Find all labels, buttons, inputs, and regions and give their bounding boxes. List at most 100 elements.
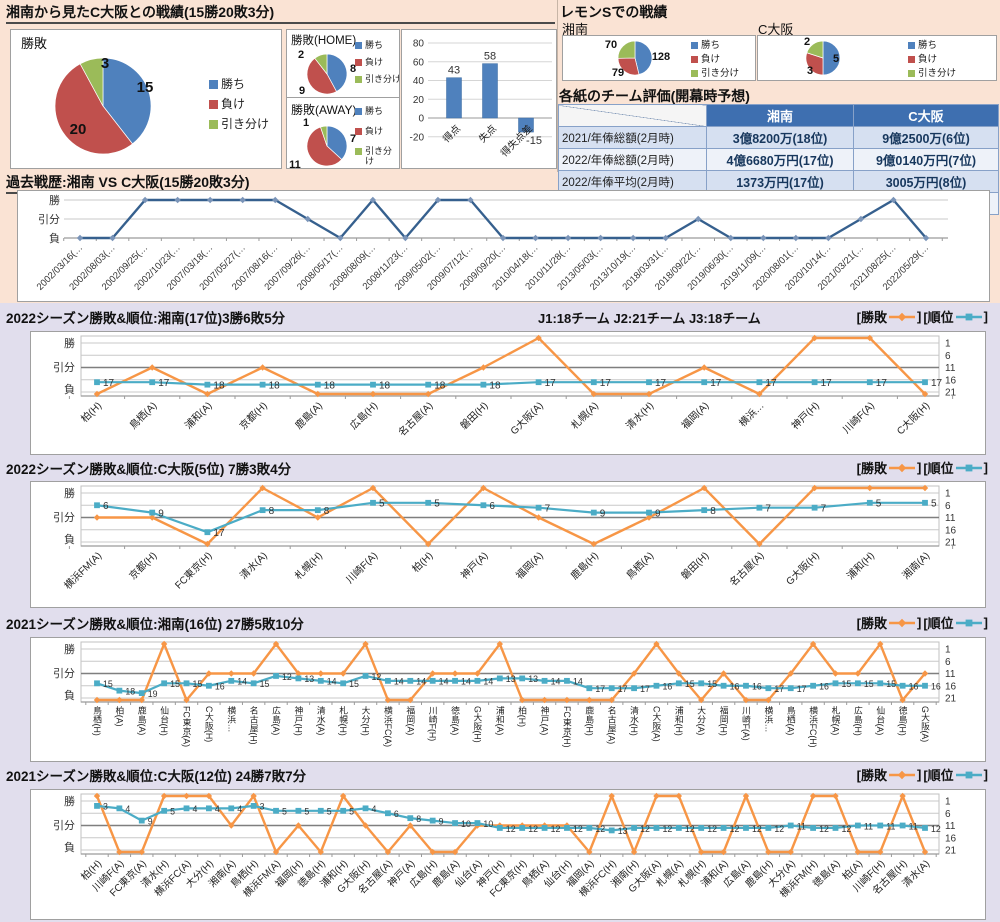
svg-text:清水(A): 清水(A) xyxy=(237,549,270,582)
legend-label: [勝敗 xyxy=(856,310,887,325)
svg-text:15: 15 xyxy=(260,679,270,689)
svg-text:横浜…: 横浜… xyxy=(763,705,773,733)
svg-text:札幌(H): 札幌(H) xyxy=(338,705,348,736)
svg-text:12: 12 xyxy=(707,824,717,834)
svg-text:福岡(A): 福岡(A) xyxy=(679,399,712,432)
svg-text:G大阪(A): G大阪(A) xyxy=(920,706,930,742)
season-2021-shonan-title: 2021シーズン勝敗&順位:湘南(16位) 27勝5敗10分 xyxy=(6,617,304,632)
legend-label: [順位 xyxy=(923,768,954,783)
history-line-chart: 勝引分負2002/03/16(…2002/08/03(…2002/09/25(…… xyxy=(35,193,948,293)
svg-text:札幌(A): 札幌(A) xyxy=(568,399,601,432)
svg-text:18: 18 xyxy=(125,686,135,696)
lemon-team-shonan-label: 湘南 xyxy=(562,22,589,37)
svg-text:17: 17 xyxy=(710,378,722,389)
svg-text:失点: 失点 xyxy=(476,122,499,145)
svg-text:負: 負 xyxy=(49,232,60,245)
svg-text:神戸(A): 神戸(A) xyxy=(458,549,491,582)
svg-text:17: 17 xyxy=(213,528,225,539)
svg-text:11: 11 xyxy=(945,669,956,680)
svg-text:8: 8 xyxy=(324,506,330,517)
svg-text:け: け xyxy=(365,156,374,166)
svg-text:12: 12 xyxy=(774,824,784,834)
svg-text:徳島(H): 徳島(H) xyxy=(898,705,908,736)
svg-text:鳥栖(A): 鳥栖(A) xyxy=(623,549,656,582)
svg-text:8: 8 xyxy=(416,814,421,824)
table-row-header: 2022/年俸平均(2月時) xyxy=(558,170,707,193)
svg-text:14: 14 xyxy=(573,677,583,687)
svg-text:17: 17 xyxy=(600,378,612,389)
svg-text:浦和(H): 浦和(H) xyxy=(674,705,684,736)
svg-text:4: 4 xyxy=(193,804,198,814)
svg-text:5: 5 xyxy=(170,807,175,817)
result-legend-marker-icon xyxy=(888,618,915,627)
svg-text:14: 14 xyxy=(551,677,561,687)
svg-text:名古屋(A): 名古屋(A) xyxy=(727,549,767,589)
svg-text:札幌(H): 札幌(H) xyxy=(292,549,325,582)
svg-text:C大阪(H): C大阪(H) xyxy=(204,706,214,742)
svg-text:11: 11 xyxy=(864,821,873,831)
svg-text:16: 16 xyxy=(662,682,672,692)
svg-text:勝: 勝 xyxy=(64,642,75,656)
league-size-note: J1:18チーム J2:21チーム J3:18チーム xyxy=(538,311,761,326)
svg-text:3: 3 xyxy=(101,55,109,72)
svg-text:磐田(H): 磐田(H) xyxy=(678,549,711,582)
svg-text:京都(H): 京都(H) xyxy=(237,399,270,432)
svg-text:浦和(A): 浦和(A) xyxy=(182,399,215,432)
season-2022-cosaka-panel: 勝引分負 1 6 11 16 21 6 9 17 8 8 5 5 6 7 9 9 8 7 7 5 5 横浜FM(A) 京都(H… xyxy=(30,481,986,608)
overall-result-pie-panel: 勝敗 15 20 3 勝ち 負け 引き分け xyxy=(10,29,282,169)
legend-bracket: ] xyxy=(916,460,922,475)
svg-text:仙台(H): 仙台(H) xyxy=(159,705,169,736)
svg-text:広島(A): 広島(A) xyxy=(271,705,281,736)
legend-bracket: ] xyxy=(916,767,922,782)
svg-text:鹿島(A): 鹿島(A) xyxy=(292,399,325,432)
svg-text:引分: 引分 xyxy=(53,360,75,374)
svg-text:12: 12 xyxy=(662,824,672,834)
svg-text:17: 17 xyxy=(765,378,777,389)
svg-text:2: 2 xyxy=(804,36,810,48)
svg-text:京都(H): 京都(H) xyxy=(126,549,159,582)
svg-text:5: 5 xyxy=(379,499,385,510)
svg-text:11: 11 xyxy=(909,821,918,831)
season-2021-cosaka-title: 2021シーズン勝敗&順位:C大阪(12位) 24勝7敗7分 xyxy=(6,769,307,784)
svg-text:G大阪(H): G大阪(H) xyxy=(472,706,482,743)
svg-text:18: 18 xyxy=(213,380,225,391)
svg-text:広島(H): 広島(H) xyxy=(853,705,863,736)
svg-text:勝敗(AWAY): 勝敗(AWAY) xyxy=(291,102,357,117)
svg-text:14: 14 xyxy=(237,677,247,687)
svg-text:12: 12 xyxy=(528,824,538,834)
svg-text:17: 17 xyxy=(774,684,784,694)
away-result-pie-panel: 勝敗(AWAY) 7 11 1 勝ち 負け 引き分け xyxy=(286,97,400,169)
svg-text:14: 14 xyxy=(394,677,404,687)
legend-label: [順位 xyxy=(923,616,954,631)
svg-text:鹿島(H): 鹿島(H) xyxy=(584,705,594,736)
svg-text:鹿島(H): 鹿島(H) xyxy=(568,549,601,582)
legend-bracket: ] xyxy=(983,460,988,475)
svg-text:17: 17 xyxy=(821,378,833,389)
svg-text:19: 19 xyxy=(148,689,158,699)
svg-text:福岡(A): 福岡(A) xyxy=(405,705,415,736)
svg-text:8: 8 xyxy=(710,506,716,517)
legend-bracket: ] xyxy=(983,309,988,324)
svg-text:浦和(A): 浦和(A) xyxy=(495,705,505,736)
svg-text:18: 18 xyxy=(379,380,391,391)
svg-text:横浜FC(A): 横浜FC(A) xyxy=(383,705,393,747)
season-2022-shonan-title: 2022シーズン勝敗&順位:湘南(17位)3勝6敗5分 xyxy=(6,311,286,326)
svg-text:勝ち: 勝ち xyxy=(365,39,383,50)
svg-text:21: 21 xyxy=(945,388,957,399)
svg-text:15: 15 xyxy=(841,679,851,689)
svg-text:12: 12 xyxy=(573,824,583,834)
table-column-header: C大阪 xyxy=(853,104,999,127)
svg-text:43: 43 xyxy=(448,65,460,77)
svg-text:0: 0 xyxy=(418,114,424,125)
svg-text:勝: 勝 xyxy=(64,794,75,808)
lemon-section-title: レモンSでの戦績 xyxy=(560,4,668,20)
svg-text:11: 11 xyxy=(289,159,301,168)
svg-text:柏(H): 柏(H) xyxy=(78,399,104,425)
result-legend-marker-icon xyxy=(888,770,915,779)
svg-text:引分: 引分 xyxy=(53,666,75,680)
